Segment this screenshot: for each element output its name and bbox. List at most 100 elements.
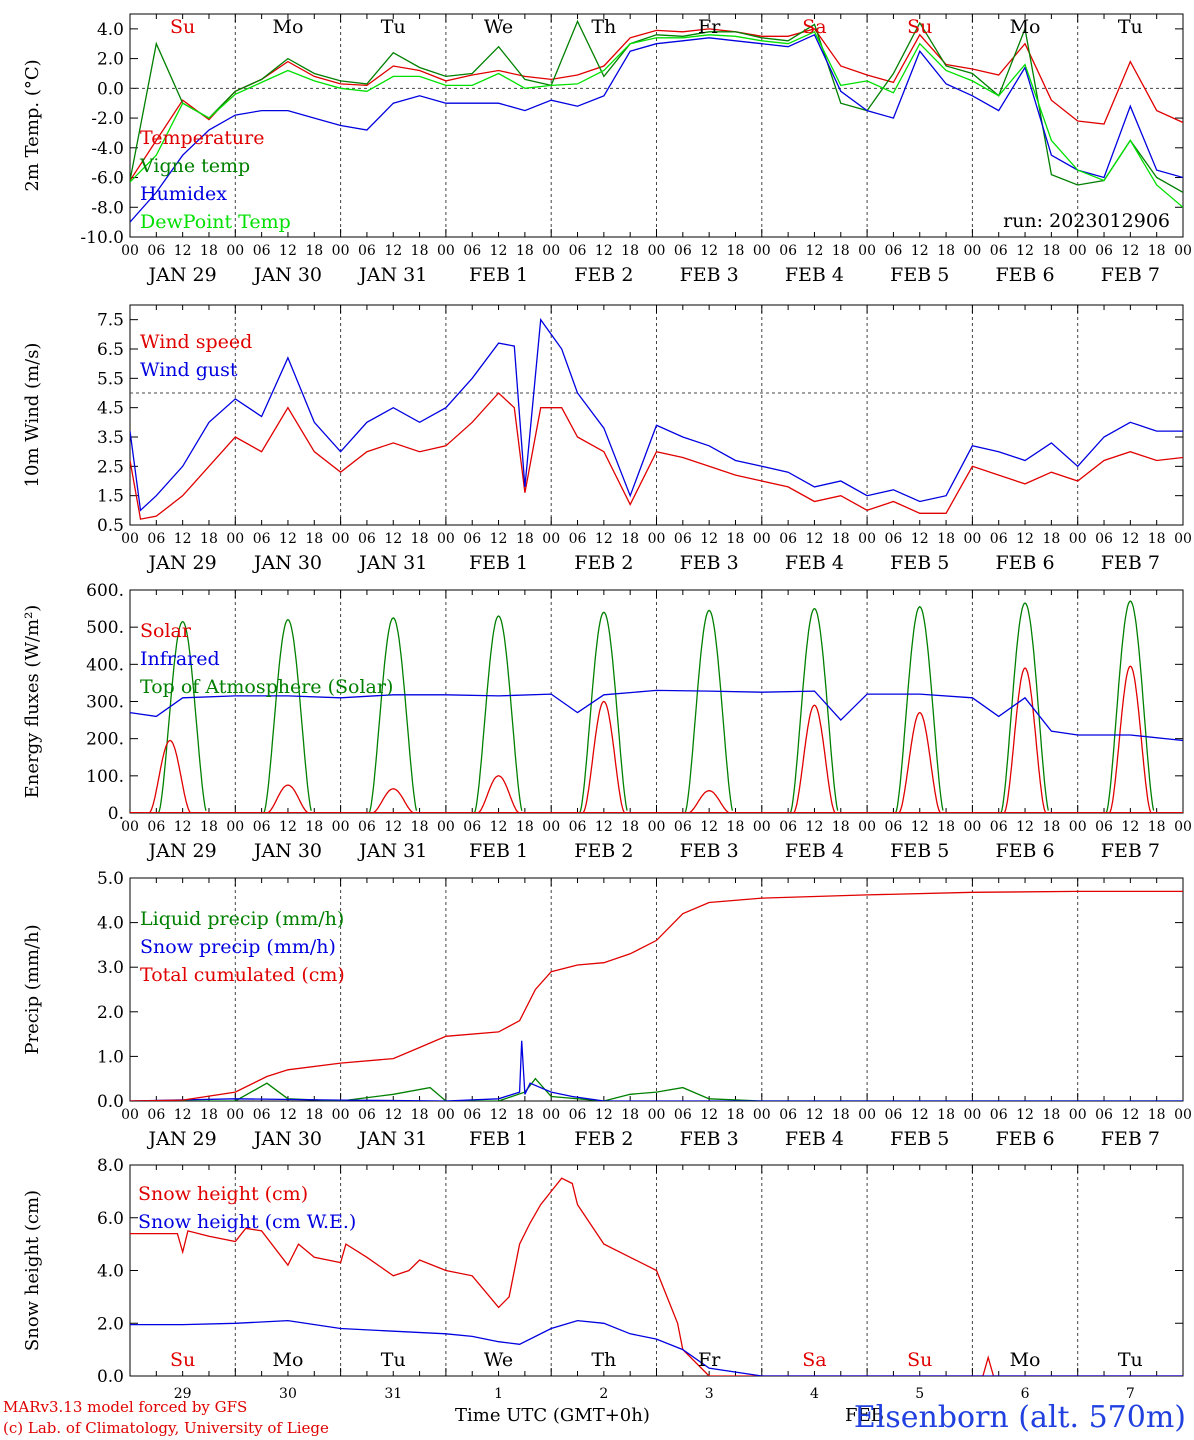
hour-tick-label: 00 bbox=[1069, 1107, 1087, 1123]
date-label: JAN 31 bbox=[357, 264, 427, 286]
weekday-label: Th bbox=[591, 16, 616, 38]
hour-tick-label: 18 bbox=[727, 819, 745, 835]
y-tick-label: -8.0 bbox=[91, 198, 124, 218]
solar-line bbox=[266, 784, 309, 813]
hour-tick-label: 00 bbox=[648, 243, 666, 259]
hour-tick-label: 12 bbox=[279, 1107, 297, 1123]
y-tick-label: 0.5 bbox=[97, 516, 124, 536]
hour-tick-label: 12 bbox=[490, 819, 508, 835]
date-label: FEB 6 bbox=[995, 264, 1054, 286]
weekday-label: Th bbox=[591, 1349, 616, 1371]
y-tick-label: 4.5 bbox=[97, 399, 124, 419]
toa-solar-line bbox=[578, 611, 628, 813]
hour-tick-label: 06 bbox=[463, 243, 481, 259]
hour-tick-label: 12 bbox=[700, 819, 718, 835]
hour-tick-label: 00 bbox=[226, 531, 244, 547]
hour-tick-label: 18 bbox=[305, 531, 323, 547]
hour-tick-label: 00 bbox=[858, 243, 876, 259]
y-tick-label: 8.0 bbox=[97, 1156, 124, 1176]
hour-tick-label: 12 bbox=[384, 531, 402, 547]
y-tick-label: 6.5 bbox=[97, 340, 124, 360]
hour-tick-label: 06 bbox=[147, 243, 165, 259]
infrared-line bbox=[130, 689, 1183, 742]
date-label: FEB 1 bbox=[469, 264, 528, 286]
legend-entry: Vigne temp bbox=[139, 155, 250, 177]
hour-tick-label: 06 bbox=[569, 1107, 587, 1123]
hour-tick-label: 06 bbox=[1095, 819, 1113, 835]
solar-line bbox=[372, 788, 414, 813]
hour-tick-label: 18 bbox=[1148, 1107, 1166, 1123]
hour-tick-label: 18 bbox=[937, 243, 955, 259]
date-label: JAN 31 bbox=[357, 1128, 427, 1150]
date-label: FEB 1 bbox=[469, 840, 528, 862]
day-number-label: 6 bbox=[1021, 1386, 1030, 1402]
hour-tick-label: 12 bbox=[174, 243, 192, 259]
hour-tick-label: 00 bbox=[963, 1107, 981, 1123]
day-number-label: 5 bbox=[915, 1386, 924, 1402]
y-axis-label: Energy fluxes (W/m²) bbox=[22, 605, 43, 799]
hour-tick-label: 00 bbox=[437, 531, 455, 547]
temp-series-line bbox=[130, 19, 1183, 193]
date-label: JAN 29 bbox=[147, 840, 217, 862]
hour-tick-label: 12 bbox=[174, 531, 192, 547]
solar-line bbox=[582, 700, 625, 813]
y-tick-label: 2.0 bbox=[97, 1003, 124, 1023]
weekday-label: We bbox=[484, 1349, 513, 1371]
solar-line bbox=[477, 775, 520, 813]
hour-tick-label: 18 bbox=[1042, 243, 1060, 259]
hour-tick-label: 18 bbox=[516, 243, 534, 259]
solar-line bbox=[1108, 665, 1152, 813]
hour-tick-label: 06 bbox=[569, 531, 587, 547]
hour-tick-label: 00 bbox=[1174, 819, 1192, 835]
hour-tick-label: 18 bbox=[937, 1107, 955, 1123]
hour-tick-label: 00 bbox=[121, 531, 139, 547]
y-tick-label: 4.0 bbox=[97, 20, 124, 40]
date-label: JAN 31 bbox=[357, 552, 427, 574]
hour-tick-label: 06 bbox=[990, 243, 1008, 259]
hour-tick-label: 12 bbox=[1016, 819, 1034, 835]
hour-tick-label: 12 bbox=[806, 243, 824, 259]
hour-tick-label: 06 bbox=[779, 1107, 797, 1123]
hour-tick-label: 06 bbox=[147, 1107, 165, 1123]
hour-tick-label: 06 bbox=[147, 531, 165, 547]
y-axis-label: 2m Temp. (°C) bbox=[22, 59, 43, 191]
hour-tick-label: 18 bbox=[832, 819, 850, 835]
toa-solar-line bbox=[368, 617, 418, 813]
weekday-label: Fr bbox=[698, 16, 721, 38]
y-tick-label: 2.5 bbox=[97, 457, 124, 477]
hour-tick-label: 12 bbox=[595, 531, 613, 547]
date-label: FEB 4 bbox=[785, 264, 844, 286]
hour-tick-label: 18 bbox=[727, 531, 745, 547]
date-label: JAN 31 bbox=[357, 840, 427, 862]
toa-solar-line bbox=[1000, 602, 1049, 813]
hour-tick-label: 06 bbox=[1095, 1107, 1113, 1123]
hour-tick-label: 06 bbox=[253, 819, 271, 835]
hour-tick-label: 00 bbox=[437, 243, 455, 259]
hour-tick-label: 00 bbox=[542, 819, 560, 835]
weekday-label: Mo bbox=[1010, 16, 1041, 38]
hour-tick-label: 18 bbox=[937, 531, 955, 547]
date-label: JAN 30 bbox=[252, 1128, 322, 1150]
y-tick-label: 100. bbox=[86, 767, 124, 787]
panel-frame-2 bbox=[129, 589, 1184, 814]
hour-tick-label: 18 bbox=[621, 819, 639, 835]
hour-tick-label: 18 bbox=[516, 1107, 534, 1123]
day-number-label: 2 bbox=[599, 1386, 608, 1402]
hour-tick-label: 00 bbox=[542, 243, 560, 259]
hour-tick-label: 12 bbox=[1016, 531, 1034, 547]
legend-entry: Infrared bbox=[140, 648, 220, 670]
x-axis-label: Time UTC (GMT+0h) bbox=[455, 1405, 650, 1426]
hour-tick-label: 18 bbox=[411, 819, 429, 835]
y-tick-label: 0.0 bbox=[97, 1092, 124, 1112]
solar-line bbox=[1003, 667, 1046, 813]
y-tick-label: 0. bbox=[108, 804, 124, 824]
hour-tick-label: 00 bbox=[1174, 1107, 1192, 1123]
hour-tick-label: 06 bbox=[1095, 531, 1113, 547]
hour-tick-label: 18 bbox=[1042, 1107, 1060, 1123]
hour-tick-label: 06 bbox=[779, 531, 797, 547]
weekday-label: Su bbox=[907, 16, 932, 38]
solar-line bbox=[898, 711, 941, 813]
hour-tick-label: 06 bbox=[147, 819, 165, 835]
y-tick-label: 5.5 bbox=[97, 369, 124, 389]
hour-tick-label: 12 bbox=[1016, 1107, 1034, 1123]
